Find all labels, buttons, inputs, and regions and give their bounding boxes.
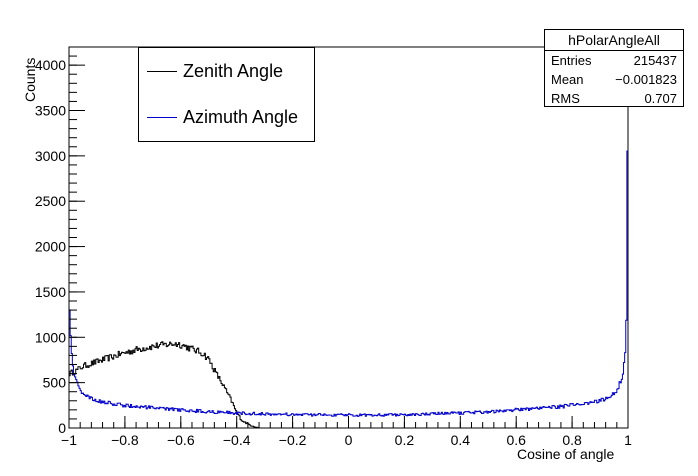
legend: Zenith Angle Azimuth Angle — [138, 47, 315, 142]
stats-rms-value: 0.707 — [644, 91, 677, 106]
stats-entries-value: 215437 — [633, 53, 677, 68]
x-tick-label: 1 — [624, 432, 632, 448]
stats-title: hPolarAngleAll — [545, 30, 683, 51]
legend-swatch-azimuth — [147, 116, 177, 118]
x-tick-label: −0.6 — [167, 432, 195, 448]
x-tick-label: −0.4 — [223, 432, 251, 448]
stats-row-entries: Entries 215437 — [545, 51, 683, 70]
x-tick-label: 0.4 — [451, 432, 471, 448]
y-tick-label: 1000 — [35, 329, 66, 345]
axis-layer: −1 −0.8 −0.6 −0.4 −0.2 0 0.2 0.4 0.6 0.8 1 0 500 1000… — [35, 46, 632, 448]
series-zenith-angle — [69, 341, 628, 429]
y-axis-label: Counts — [22, 57, 38, 102]
x-tick-label: −0.8 — [111, 432, 139, 448]
y-tick-label: 4000 — [35, 57, 66, 73]
stats-mean-value: −0.001823 — [615, 72, 677, 87]
series-azimuth-angle — [69, 150, 628, 417]
legend-swatch-zenith — [147, 70, 177, 72]
stats-mean-label: Mean — [551, 72, 584, 87]
y-tick-label: 2000 — [35, 239, 66, 255]
legend-label-zenith: Zenith Angle — [183, 60, 284, 81]
legend-label-azimuth: Azimuth Angle — [183, 106, 299, 127]
stats-rms-label: RMS — [551, 91, 580, 106]
y-tick-label: 1500 — [35, 284, 66, 300]
stats-row-rms: RMS 0.707 — [545, 89, 683, 108]
y-tick-label: 3000 — [35, 148, 66, 164]
x-tick-label: −0.2 — [279, 432, 307, 448]
stats-entries-label: Entries — [551, 53, 592, 68]
x-tick-label: 0.2 — [395, 432, 415, 448]
series-layer — [69, 150, 628, 429]
y-tick-label: 3500 — [35, 103, 66, 119]
legend-item-zenith: Zenith Angle — [139, 59, 283, 83]
y-tick-label: 0 — [58, 420, 66, 436]
stats-box: hPolarAngleAll Entries 215437 Mean −0.00… — [544, 29, 684, 107]
stats-row-mean: Mean −0.001823 — [545, 70, 683, 89]
x-tick-label: 0.6 — [506, 432, 526, 448]
y-tick-label: 500 — [43, 375, 67, 391]
x-axis-label: Cosine of angle — [517, 446, 615, 462]
y-tick-label: 2500 — [35, 193, 66, 209]
x-tick-label: 0.8 — [562, 432, 582, 448]
x-tick-label: −1 — [61, 432, 77, 448]
x-tick-label: 0 — [345, 432, 353, 448]
legend-item-azimuth: Azimuth Angle — [139, 105, 298, 129]
